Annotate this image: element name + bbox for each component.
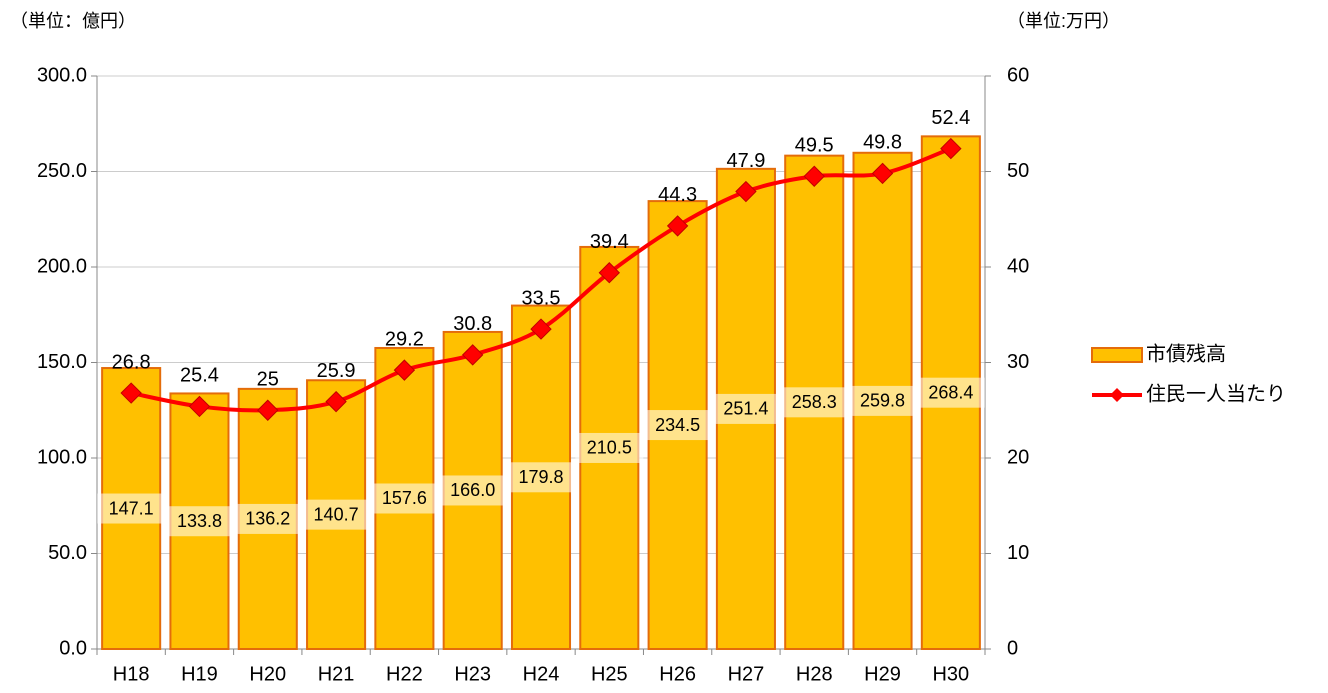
value-label-bg: [233, 503, 302, 534]
y2-tick-label: 50: [1007, 160, 1029, 182]
value-label-bg: [575, 432, 644, 463]
value-label: 147.1: [109, 498, 154, 518]
x-tick-label: H26: [659, 663, 696, 685]
value-label: 133.8: [177, 511, 222, 531]
y-tick-label: 50.0: [48, 542, 87, 564]
y-tick-label: 150.0: [37, 351, 87, 373]
x-tick-label: H20: [249, 663, 286, 685]
value-label: 44.3: [658, 184, 697, 206]
x-tick-label: H21: [318, 663, 355, 685]
value-label: 33.5: [522, 287, 561, 309]
value-label: 25.4: [180, 365, 219, 387]
value-label-bg: [302, 499, 371, 530]
value-label: 25.9: [317, 360, 356, 382]
marker: [803, 165, 825, 187]
value-label: 25: [257, 369, 279, 391]
marker: [393, 359, 416, 381]
y-tick-label: 100.0: [37, 446, 87, 468]
marker: [871, 162, 894, 185]
legend-swatch: [1091, 347, 1143, 363]
value-label-bg: [438, 475, 507, 506]
value-label-bg: [711, 393, 780, 424]
marker: [598, 262, 621, 284]
y2-tick-label: 0: [1007, 637, 1018, 659]
value-label: 39.4: [590, 231, 629, 253]
value-label: 251.4: [723, 399, 768, 419]
y2-tick-label: 10: [1007, 542, 1029, 564]
value-label-bg: [848, 385, 917, 416]
legend-label: 住民一人当たり: [1146, 382, 1286, 405]
y-tick-label: 300.0: [37, 64, 87, 86]
y2-axis-unit: （単位:万円）: [1007, 11, 1120, 31]
value-label: 210.5: [587, 438, 632, 458]
marker: [940, 137, 962, 160]
x-tick-label: H22: [386, 663, 423, 685]
value-label: 258.3: [792, 392, 837, 412]
value-label: 268.4: [928, 382, 973, 402]
marker: [257, 399, 279, 421]
value-label: 166.0: [450, 480, 495, 500]
x-tick-label: H30: [932, 663, 969, 685]
marker: [188, 395, 211, 418]
value-label-bg: [780, 387, 849, 418]
value-label: 140.7: [314, 504, 359, 524]
x-tick-label: H25: [591, 663, 628, 685]
marker: [666, 215, 689, 237]
value-label: 47.9: [726, 150, 765, 172]
y2-tick-label: 60: [1007, 64, 1029, 86]
y-tick-label: 200.0: [37, 255, 87, 277]
legend-label: 市債残高: [1146, 342, 1226, 365]
value-label-bg: [643, 410, 712, 441]
value-label-bg: [916, 377, 985, 408]
y2-tick-label: 30: [1007, 351, 1029, 373]
y2-tick-label: 40: [1007, 255, 1029, 277]
value-label: 136.2: [245, 509, 290, 529]
value-label: 157.6: [382, 488, 427, 508]
marker: [530, 318, 552, 340]
value-label: 234.5: [655, 415, 700, 435]
x-tick-label: H23: [454, 663, 491, 685]
x-tick-label: H29: [864, 663, 901, 685]
marker: [461, 344, 484, 366]
value-label: 30.8: [453, 313, 492, 335]
x-tick-label: H28: [796, 663, 833, 685]
y2-tick-label: 20: [1007, 446, 1029, 468]
x-tick-label: H18: [113, 663, 150, 685]
value-label-bg: [165, 506, 234, 537]
value-label: 29.2: [385, 328, 424, 350]
x-tick-label: H19: [181, 663, 218, 685]
value-label-bg: [370, 483, 439, 514]
value-label: 49.5: [795, 135, 834, 157]
value-label: 52.4: [931, 107, 970, 129]
marker: [120, 382, 142, 404]
marker: [735, 180, 757, 203]
y-axis-unit: （単位：億円）: [10, 11, 136, 31]
y-tick-label: 0.0: [59, 637, 87, 659]
value-label: 179.8: [518, 467, 563, 487]
x-tick-label: H27: [728, 663, 765, 685]
value-label: 49.8: [863, 132, 902, 154]
legend-marker: [1110, 388, 1124, 402]
marker: [325, 390, 347, 413]
value-label-bg: [97, 493, 166, 524]
value-label: 259.8: [860, 391, 905, 411]
value-label-bg: [507, 462, 575, 493]
y-tick-label: 250.0: [37, 160, 87, 182]
value-label: 26.8: [112, 351, 151, 373]
x-tick-label: H24: [523, 663, 560, 685]
